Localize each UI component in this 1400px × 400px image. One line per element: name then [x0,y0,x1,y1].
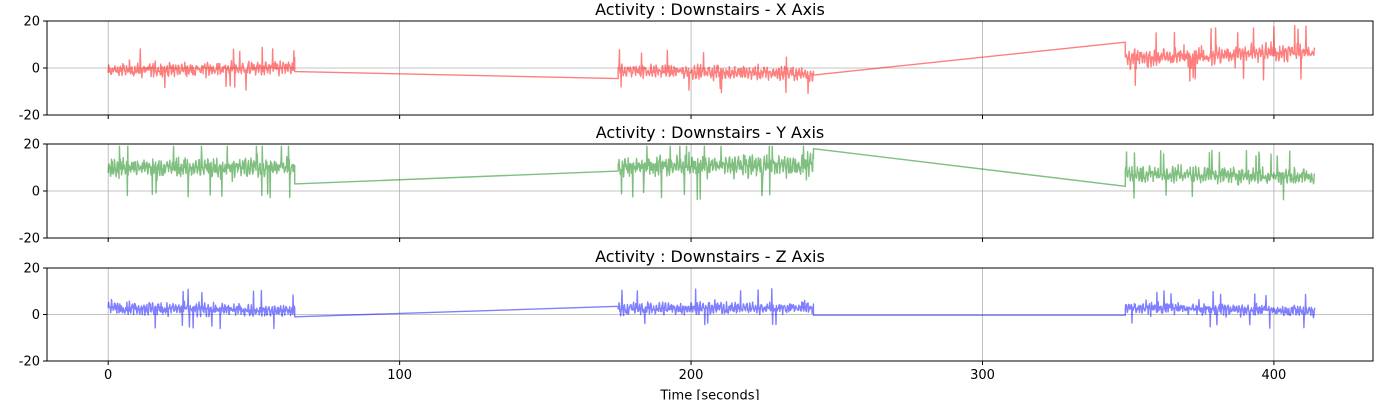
y-tick-label: 20 [23,262,40,277]
y-tick-label: 20 [23,138,40,153]
y-tick-label: 0 [32,308,40,323]
x-tick-label: 200 [679,368,704,383]
x-axis-label: Time [seconds] [659,389,759,400]
x-tick-label: 300 [970,368,995,383]
y-tick-label: 20 [23,15,40,30]
subplot-title: Activity : Downstairs - Y Axis [596,123,825,142]
subplot-x-axis: -20 0 20 Activity : Downstairs - X Axis [19,0,1374,124]
y-axis-series-line [107,145,1316,201]
x-tick-label: 400 [1262,368,1287,383]
y-tick-label: -20 [19,355,40,370]
y-tick-label: -20 [19,109,40,124]
y-tick-label: 0 [32,185,40,200]
y-tick-label: 0 [32,62,40,77]
subplot-title: Activity : Downstairs - X Axis [595,0,825,19]
subplot-y-axis: -20 0 20 Activity : Downstairs - Y Axis [19,123,1374,247]
subplot-title: Activity : Downstairs - Z Axis [595,247,825,266]
x-axis-series-line [107,25,1316,95]
y-tick-label: -20 [19,232,40,247]
x-tick-label: 0 [104,368,112,383]
x-tick-label: 100 [387,368,412,383]
z-axis-series-line [107,288,1316,330]
